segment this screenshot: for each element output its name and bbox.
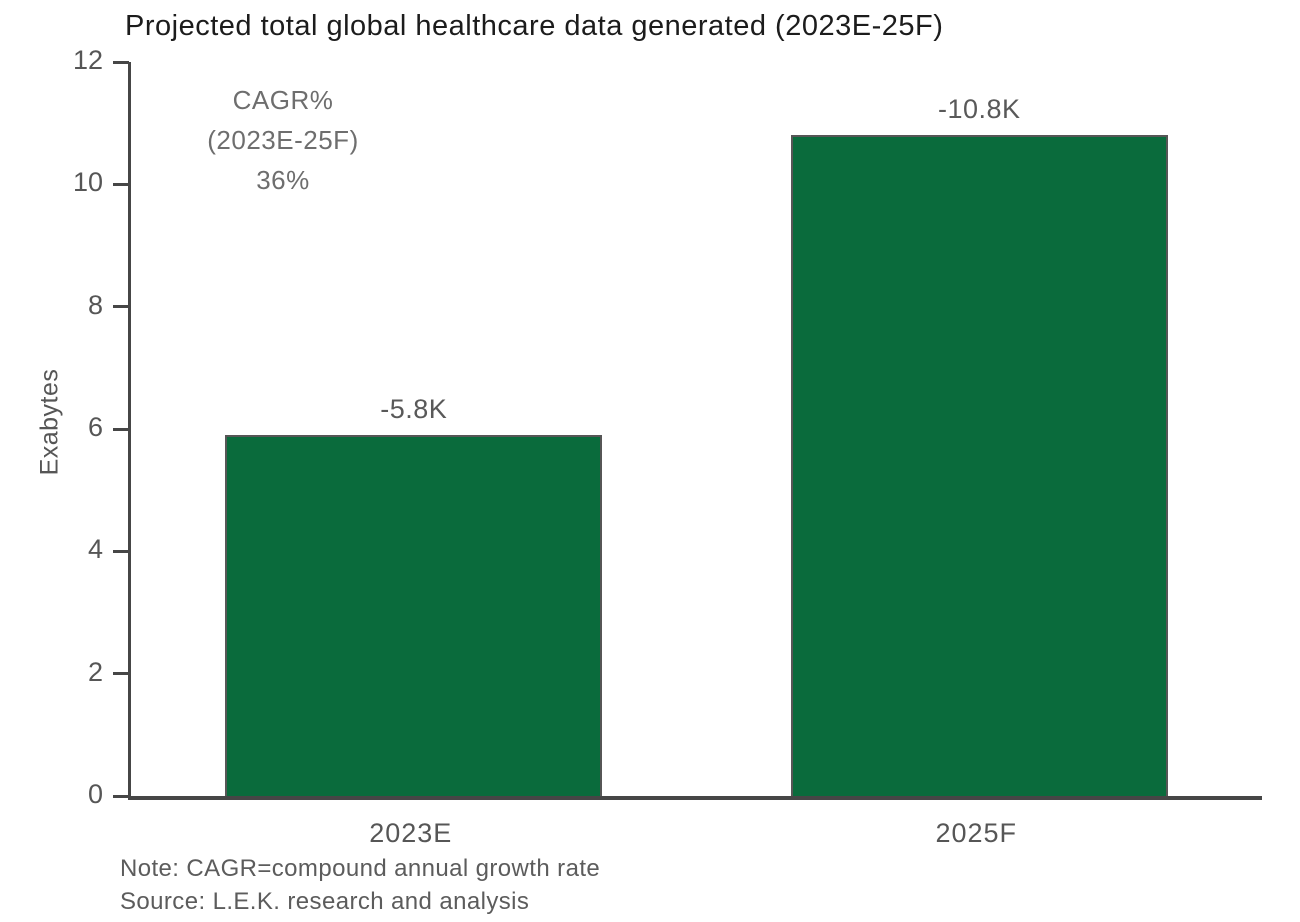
- y-tick-mark: [113, 305, 129, 309]
- y-tick-label: 4: [87, 534, 103, 565]
- bar-value-label: -10.8K: [937, 94, 1021, 125]
- cagr-annotation-line2: (2023E-25F): [207, 125, 359, 155]
- y-tick-mark: [113, 794, 129, 798]
- cagr-annotation-line1: CAGR%: [232, 85, 334, 115]
- chart-source: Source: L.E.K. research and analysis: [120, 888, 530, 915]
- plot-area: 0 2 4 6 8 10 12 -5.8K -10.8K: [73, 45, 1262, 809]
- x-tick-label: 2023E: [369, 818, 453, 848]
- bar-2025F: [790, 135, 1168, 796]
- y-tick-mark: [113, 427, 129, 431]
- y-tick-label: 8: [87, 289, 103, 320]
- bar-2023E: [225, 435, 603, 796]
- y-tick-mark: [113, 672, 129, 676]
- y-tick-mark: [113, 549, 129, 553]
- bar-value-label: -5.8K: [380, 394, 448, 425]
- y-tick-label: 10: [72, 167, 103, 198]
- x-tick-label: 2025F: [935, 818, 1018, 848]
- y-tick-mark: [113, 60, 129, 64]
- x-axis-labels: 2023E 2025F: [128, 818, 1262, 852]
- y-tick-label: 12: [72, 45, 103, 75]
- chart-title: Projected total global healthcare data g…: [125, 10, 944, 42]
- y-tick-mark: [113, 182, 129, 186]
- cagr-annotation-line3: 36%: [256, 165, 310, 195]
- cagr-annotation: CAGR% (2023E-25F) 36%: [158, 80, 408, 200]
- chart-note: Note: CAGR=compound annual growth rate: [120, 855, 601, 882]
- y-tick-label: 2: [87, 656, 103, 687]
- y-tick-label: 6: [87, 412, 103, 442]
- y-tick-label: 0: [87, 779, 103, 809]
